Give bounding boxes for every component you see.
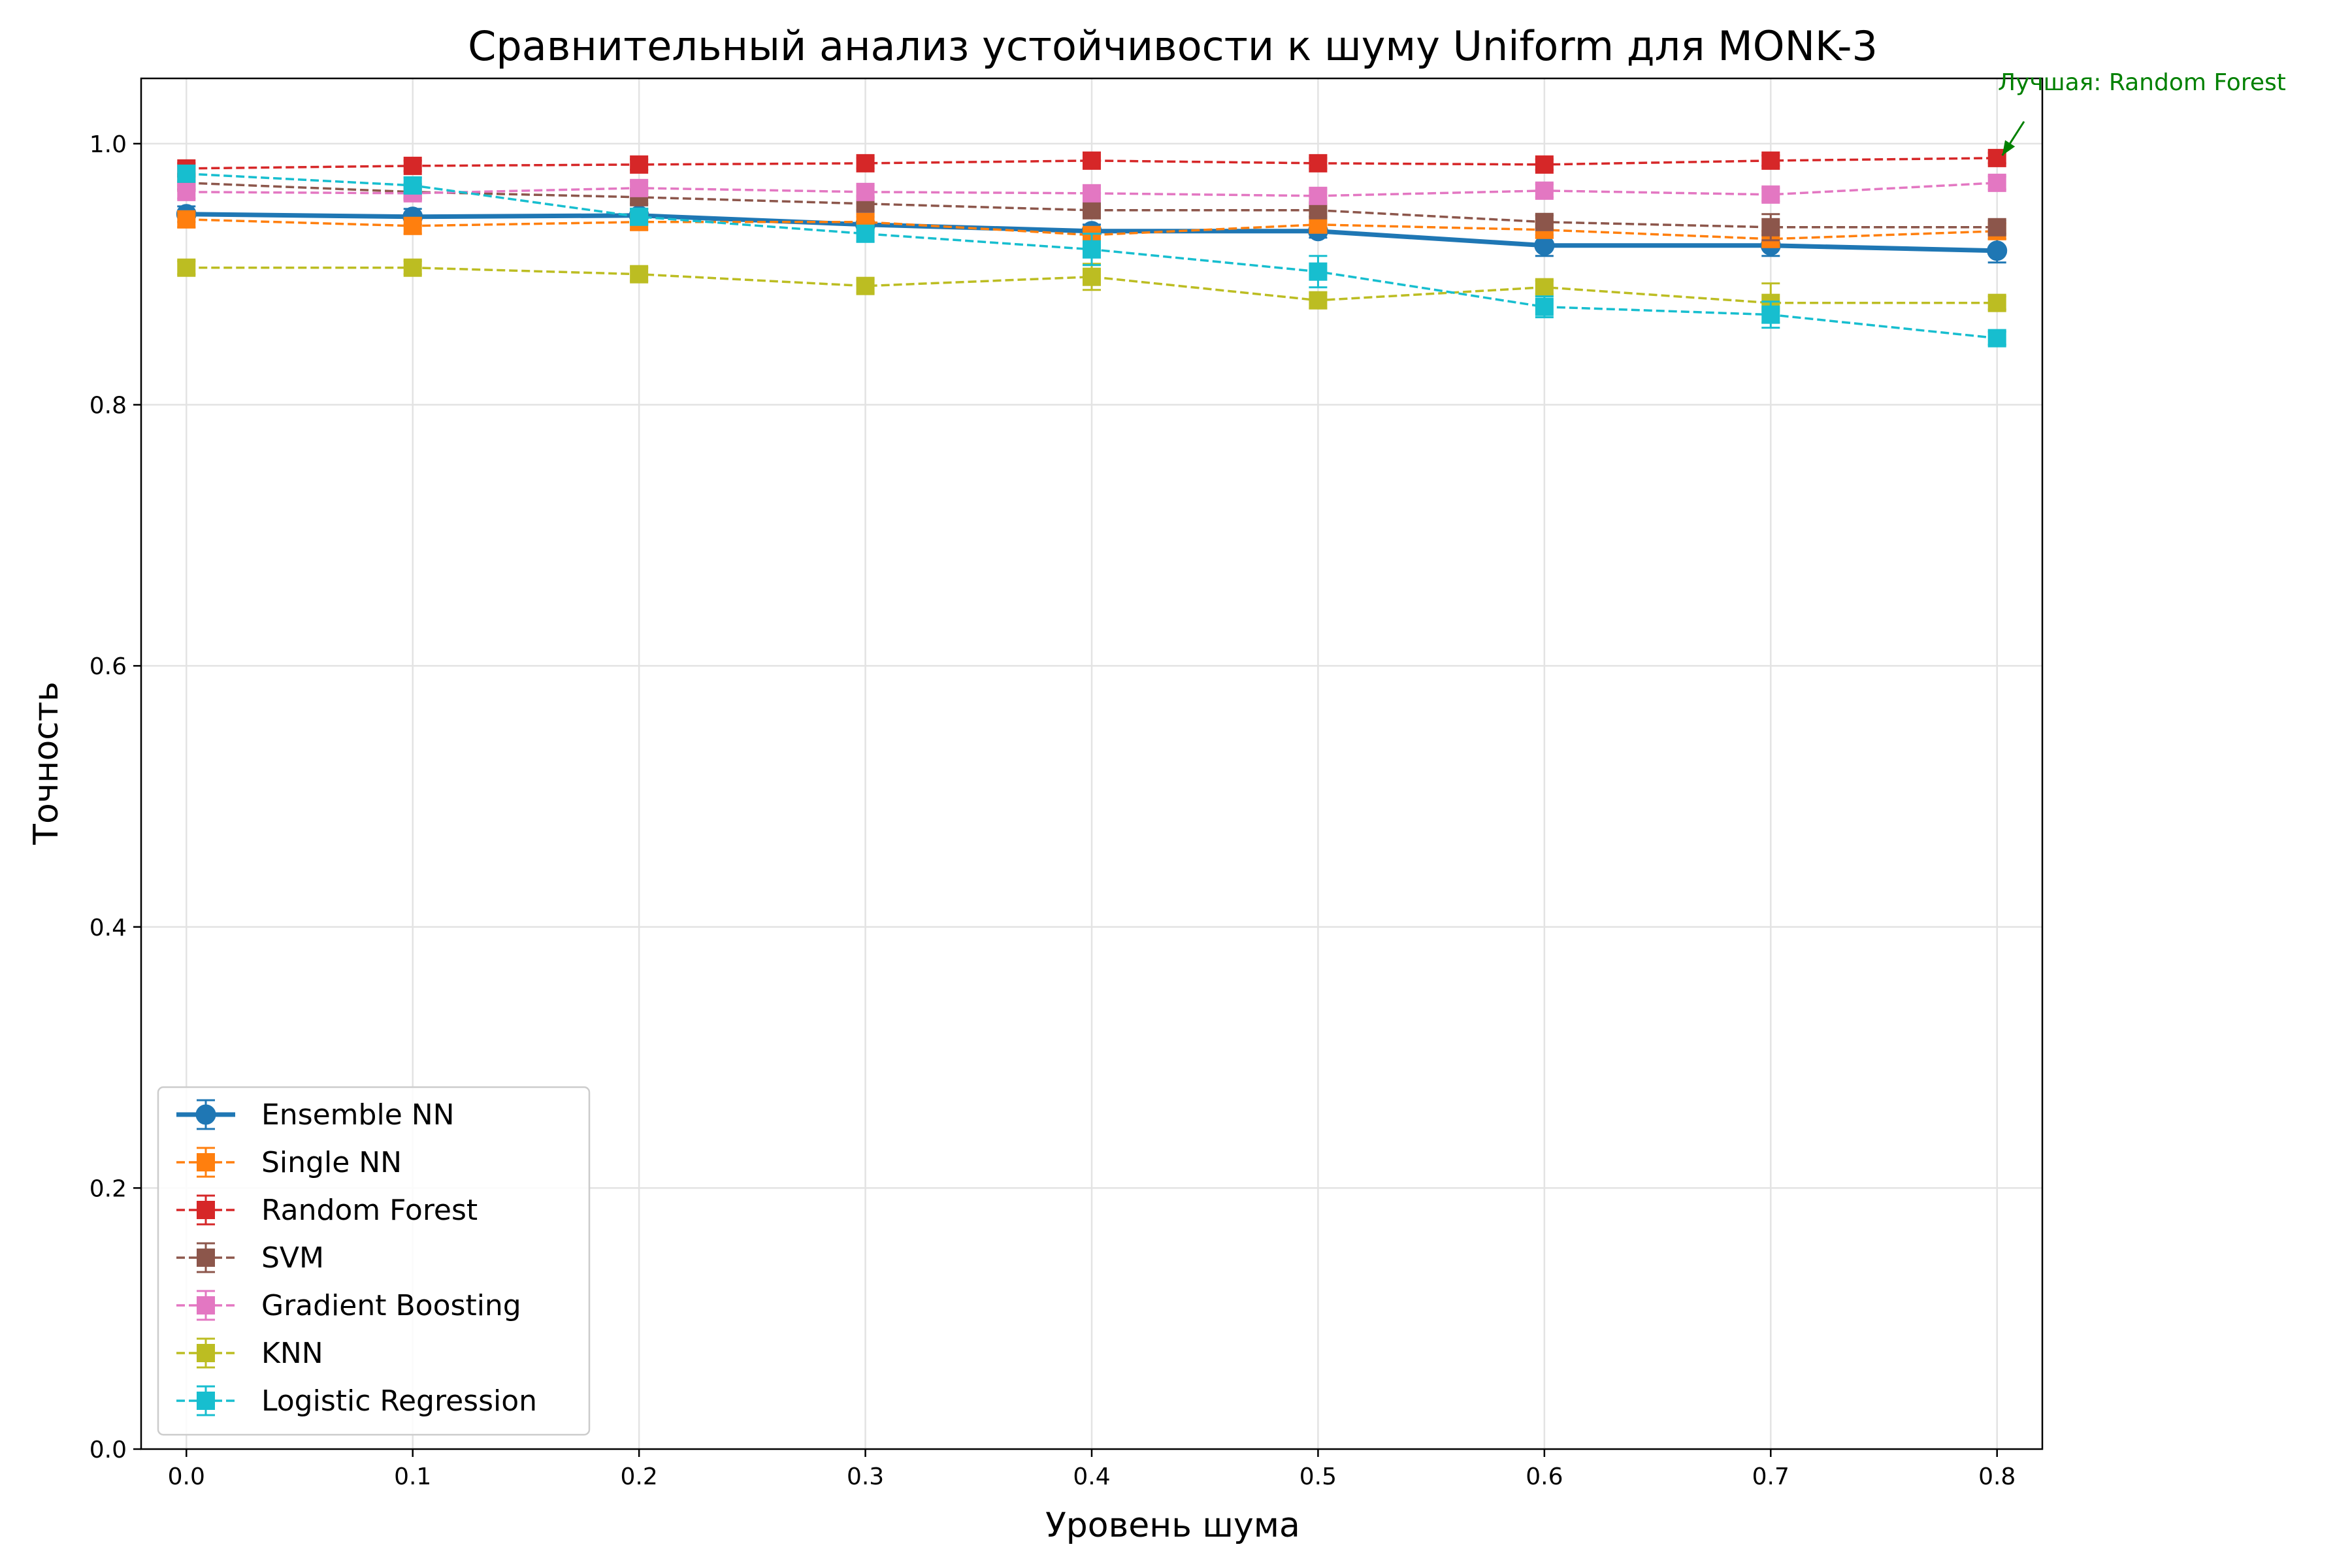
chart-title: Сравнительный анализ устойчивости к шуму… [468, 22, 1878, 70]
data-point [630, 178, 649, 197]
data-point [177, 210, 196, 229]
data-point [1761, 185, 1780, 204]
data-point [403, 216, 422, 235]
legend-marker [197, 1296, 215, 1315]
y-tick-label: 0.4 [90, 915, 127, 941]
legend-item-random-forest: Random Forest [176, 1194, 478, 1227]
data-point [1987, 173, 2006, 192]
data-point [856, 276, 875, 295]
data-point [1083, 151, 1101, 170]
legend-marker [197, 1344, 215, 1362]
legend-label: Ensemble NN [261, 1098, 455, 1132]
annotation-label: Лучшая: Random Forest [1998, 69, 2286, 96]
data-point [630, 265, 649, 284]
legend-label: Single NN [261, 1146, 402, 1179]
data-point [1083, 201, 1101, 220]
data-point [1083, 267, 1101, 286]
data-point [403, 156, 422, 175]
series-gradient-boosting [177, 173, 2006, 205]
data-point [1987, 329, 2006, 348]
series-line-random-forest [186, 157, 1997, 170]
legend-marker [197, 1201, 215, 1219]
axis-ticks: 0.0 0.1 0.2 0.3 0.4 0.5 0.6 0.7 0.8 0.0 0.2 0.4 0.6 0… [90, 131, 2016, 1490]
y-tick-label: 1.0 [90, 131, 127, 158]
data-point [856, 182, 875, 201]
series-logistic-regression [177, 164, 2006, 348]
legend-marker [197, 1153, 215, 1171]
series-line-gradient-boosting [186, 182, 1997, 197]
x-tick-label: 0.0 [168, 1463, 205, 1490]
series-group [176, 148, 2008, 348]
legend-label: KNN [261, 1337, 323, 1370]
data-point [1535, 212, 1554, 231]
series-line-single-nn [186, 218, 1997, 240]
legend-label: Gradient Boosting [261, 1289, 521, 1322]
x-tick-label: 0.7 [1752, 1463, 1789, 1490]
x-tick-label: 0.2 [621, 1463, 658, 1490]
data-point [1761, 305, 1780, 324]
data-point [1083, 240, 1101, 259]
legend-label: Logistic Regression [261, 1384, 537, 1418]
legend-marker [197, 1392, 215, 1410]
y-tick-label: 0.8 [90, 393, 127, 419]
data-point [1309, 186, 1328, 205]
series-random-forest [177, 148, 2006, 178]
x-axis-label: Уровень шума [1045, 1506, 1300, 1545]
data-point [1987, 218, 2006, 237]
data-point [630, 155, 649, 174]
data-point [403, 258, 422, 277]
annotation-arrow-head [2002, 140, 2016, 155]
legend-item-logistic-regression: Logistic Regression [176, 1384, 537, 1418]
legend: Ensemble NN Single NN Random Forest SVM Grad… [157, 1086, 591, 1436]
series-line-svm [186, 182, 1997, 229]
data-point [1987, 293, 2006, 312]
y-axis-label: Точность [27, 681, 66, 845]
data-point [1761, 151, 1780, 170]
data-point [1083, 184, 1101, 203]
x-tick-label: 0.6 [1526, 1463, 1563, 1490]
data-point [177, 258, 196, 277]
legend-label: Random Forest [261, 1194, 478, 1227]
data-point [856, 154, 875, 172]
y-tick-label: 0.2 [90, 1175, 127, 1202]
legend-marker [195, 1104, 216, 1125]
legend-label: SVM [261, 1241, 324, 1275]
x-tick-label: 0.4 [1073, 1463, 1110, 1490]
legend-box [157, 1086, 591, 1436]
annotation-group: Лучшая: Random Forest [1998, 69, 2286, 156]
data-point [856, 224, 875, 243]
data-point [1309, 262, 1328, 281]
x-tick-label: 0.8 [1978, 1463, 2016, 1490]
legend-marker [197, 1249, 215, 1267]
data-point [403, 176, 422, 195]
series-line-knn [186, 266, 1997, 304]
legend-item-knn: KNN [176, 1337, 323, 1370]
data-point [1761, 218, 1780, 237]
legend-item-single-nn: Single NN [176, 1146, 402, 1179]
data-point [630, 207, 649, 226]
series-single-nn [177, 210, 2006, 248]
x-tick-label: 0.1 [394, 1463, 431, 1490]
legend-item-svm: SVM [176, 1241, 324, 1275]
data-point [1535, 155, 1554, 174]
x-tick-label: 0.3 [847, 1463, 884, 1490]
data-point [177, 164, 196, 183]
x-tick-label: 0.5 [1299, 1463, 1337, 1490]
data-point [1535, 297, 1554, 316]
y-tick-label: 0.0 [90, 1437, 127, 1463]
data-point [1535, 278, 1554, 297]
data-point [177, 182, 196, 201]
data-point [1987, 240, 2008, 261]
legend-item-gradient-boosting: Gradient Boosting [176, 1289, 521, 1322]
data-point [1309, 291, 1328, 310]
legend-item-ensemble-nn: Ensemble NN [176, 1098, 455, 1132]
data-point [1535, 181, 1554, 200]
y-tick-label: 0.6 [90, 653, 127, 680]
data-point [1309, 154, 1328, 172]
